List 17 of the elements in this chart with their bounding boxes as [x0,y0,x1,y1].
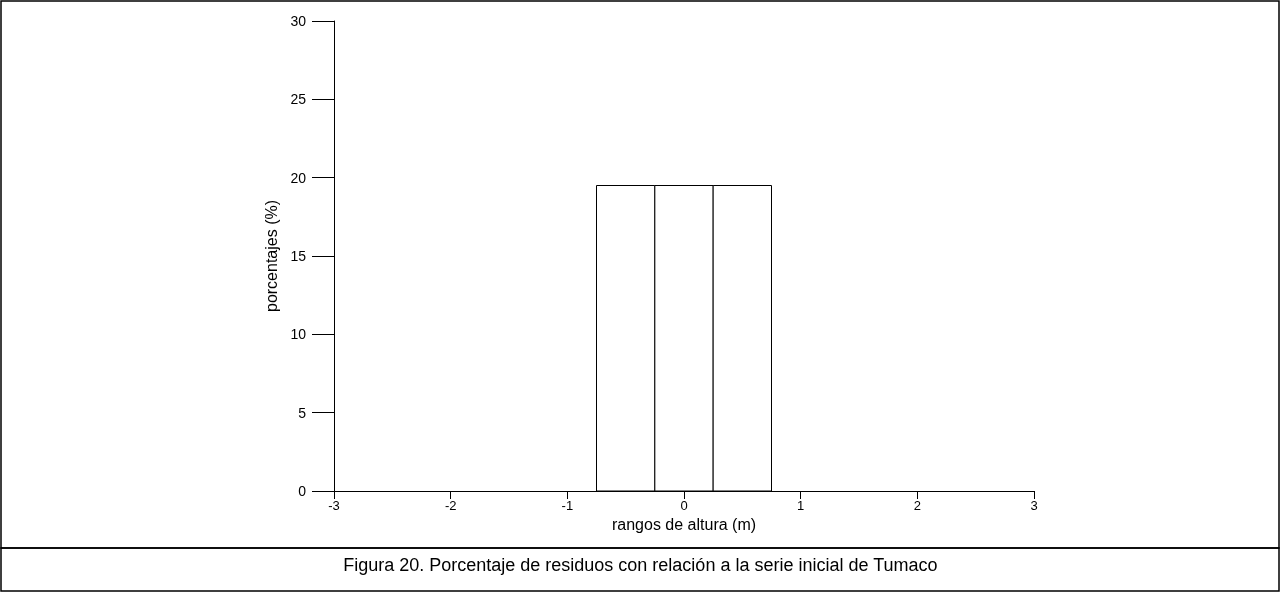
y-tick-label: 15 [290,248,307,264]
y-tick-label: 25 [290,91,307,108]
y-axis-title: porcentajes (%) [263,199,281,313]
x-tick-label: -3 [328,498,340,513]
x-tick-label: 3 [1030,498,1038,513]
text: Figura 20. Porcentaje de residuos con relación a la serie inicial de Tumaco [343,555,938,575]
y-tick-label: 30 [290,13,307,29]
y-tick-label: 5 [298,404,307,421]
x-tick-label: 1 [797,498,805,513]
x-tick-label: -1 [561,498,574,513]
y-tick-label: 0 [298,483,307,499]
x-axis-title: rangos de altura (m) [611,516,757,534]
x-tick-label: -2 [444,498,457,513]
y-tick-label: 20 [290,169,307,186]
x-tick-label: 2 [913,498,921,513]
x-tick-label: 0 [680,498,688,513]
y-tick-label: 10 [290,326,307,343]
